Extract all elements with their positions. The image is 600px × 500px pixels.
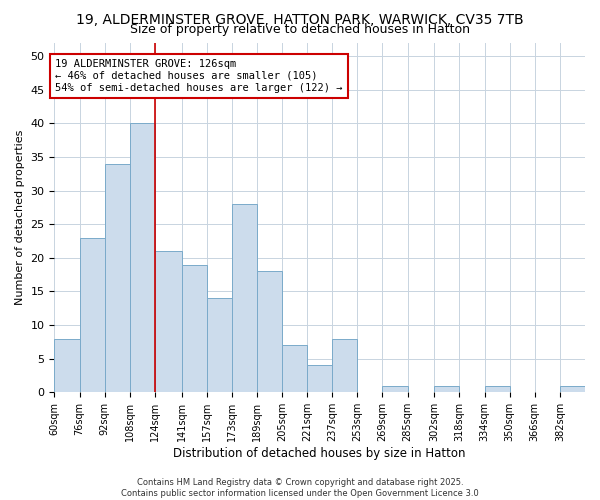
Y-axis label: Number of detached properties: Number of detached properties [15,130,25,305]
Text: Contains HM Land Registry data © Crown copyright and database right 2025.
Contai: Contains HM Land Registry data © Crown c… [121,478,479,498]
Bar [55,338,80,392]
Bar [155,251,182,392]
Bar [382,386,407,392]
Bar [307,366,332,392]
Bar [80,238,104,392]
Bar [182,264,206,392]
Text: 19, ALDERMINSTER GROVE, HATTON PARK, WARWICK, CV35 7TB: 19, ALDERMINSTER GROVE, HATTON PARK, WAR… [76,12,524,26]
Bar [206,298,232,392]
Bar [332,338,358,392]
Bar [434,386,460,392]
Bar [104,164,130,392]
Bar [485,386,509,392]
Bar [257,271,282,392]
Bar [130,123,155,392]
Bar [232,204,257,392]
Bar [282,346,307,393]
Text: 19 ALDERMINSTER GROVE: 126sqm
← 46% of detached houses are smaller (105)
54% of : 19 ALDERMINSTER GROVE: 126sqm ← 46% of d… [55,60,343,92]
Text: Size of property relative to detached houses in Hatton: Size of property relative to detached ho… [130,22,470,36]
Bar [560,386,585,392]
X-axis label: Distribution of detached houses by size in Hatton: Distribution of detached houses by size … [173,447,466,460]
